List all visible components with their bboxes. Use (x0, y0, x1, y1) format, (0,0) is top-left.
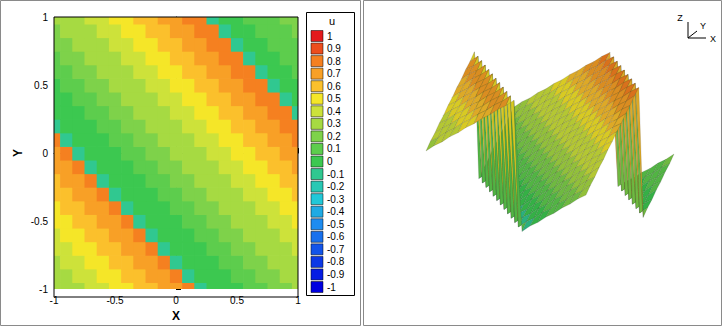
svg-text:Y: Y (700, 21, 706, 31)
svg-text:-0.5: -0.5 (106, 295, 124, 306)
svg-text:-0.3: -0.3 (327, 194, 345, 205)
svg-text:X: X (172, 309, 180, 323)
svg-text:0.5: 0.5 (327, 93, 341, 104)
svg-text:-0.7: -0.7 (327, 244, 345, 255)
svg-text:-0.5: -0.5 (327, 219, 345, 230)
svg-text:-1: -1 (327, 282, 336, 293)
svg-text:-0.4: -0.4 (327, 206, 345, 217)
svg-text:Y: Y (11, 149, 25, 157)
svg-text:0.7: 0.7 (327, 68, 341, 79)
svg-text:-0.1: -0.1 (327, 169, 345, 180)
svg-text:0.4: 0.4 (327, 106, 341, 117)
svg-text:-0.8: -0.8 (327, 256, 345, 267)
svg-text:-1: -1 (49, 294, 59, 306)
svg-text:1: 1 (295, 294, 301, 306)
svg-text:1: 1 (42, 12, 48, 23)
svg-text:u: u (329, 15, 335, 27)
svg-text:0.5: 0.5 (34, 80, 48, 91)
svg-text:-1: -1 (39, 284, 48, 295)
svg-text:X: X (710, 34, 716, 44)
svg-text:0: 0 (327, 156, 333, 167)
svg-text:1: 1 (327, 31, 333, 42)
svg-text:0.6: 0.6 (327, 81, 341, 92)
svg-text:-0.6: -0.6 (327, 231, 345, 242)
svg-text:0.8: 0.8 (327, 56, 341, 67)
svg-text:0.1: 0.1 (327, 143, 341, 154)
svg-text:0.3: 0.3 (327, 118, 341, 129)
svg-text:-0.2: -0.2 (327, 181, 345, 192)
svg-text:-0.5: -0.5 (31, 216, 49, 227)
svg-text:0: 0 (173, 295, 179, 306)
svg-text:0.9: 0.9 (327, 43, 341, 54)
svg-text:0.2: 0.2 (327, 131, 341, 142)
svg-text:0.5: 0.5 (230, 295, 244, 306)
svg-text:-0.9: -0.9 (327, 269, 345, 280)
svg-text:0: 0 (42, 148, 48, 159)
svg-text:Z: Z (677, 13, 683, 23)
